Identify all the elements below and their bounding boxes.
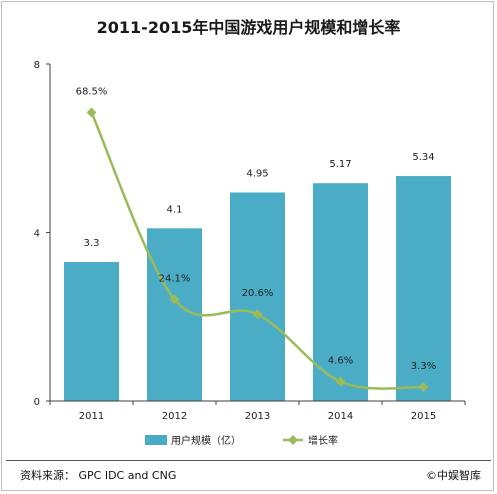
growth-rate-label-2012: 24.1%	[159, 273, 191, 284]
y-tick-label-8: 8	[34, 60, 40, 71]
legend-label-bar: 用户规模（亿）	[171, 434, 241, 447]
growth-rate-label-2014: 4.6%	[328, 356, 353, 367]
bar-2012	[147, 228, 202, 401]
x-tick-label-2013: 2013	[245, 411, 270, 422]
bar-2014	[313, 183, 368, 401]
growth-rate-point-2015	[418, 382, 429, 393]
y-tick-label-4: 4	[34, 229, 40, 240]
growth-rate-point-2014	[335, 376, 346, 387]
y-tick-label-0: 0	[34, 397, 40, 408]
x-tick-label-2012: 2012	[162, 411, 187, 422]
growth-rate-label-2011: 68.5%	[76, 86, 108, 97]
growth-rate-point-2011	[86, 107, 97, 118]
growth-rate-point-2013	[252, 309, 263, 320]
x-tick-label-2014: 2014	[328, 411, 353, 422]
bar-2013	[230, 192, 285, 401]
bar-label-2015: 5.34	[412, 152, 434, 163]
chart-title: 2011-2015年中国游戏用户规模和增长率	[96, 18, 401, 37]
brand-credit: ©中娱智库	[426, 469, 481, 482]
source-note: 资料来源： GPC IDC and CNG	[20, 469, 177, 482]
growth-rate-label-2015: 3.3%	[411, 361, 436, 372]
legend-swatch-marker	[288, 435, 298, 445]
bar-2011	[64, 261, 119, 401]
bar-label-2011: 3.3	[84, 238, 100, 249]
x-tick-label-2011: 2011	[79, 411, 104, 422]
bar-label-2014: 5.17	[329, 159, 351, 170]
legend-swatch-bar	[145, 435, 167, 445]
bar-label-2013: 4.95	[246, 168, 268, 179]
bar-2015	[396, 176, 451, 401]
growth-rate-point-2012	[169, 294, 180, 305]
growth-rate-label-2013: 20.6%	[242, 288, 274, 299]
growth-rate-line	[90, 111, 424, 390]
footer-divider	[6, 460, 491, 461]
bar-label-2012: 4.1	[167, 204, 183, 215]
legend-label-line: 增长率	[308, 434, 338, 447]
x-tick-label-2015: 2015	[411, 411, 436, 422]
